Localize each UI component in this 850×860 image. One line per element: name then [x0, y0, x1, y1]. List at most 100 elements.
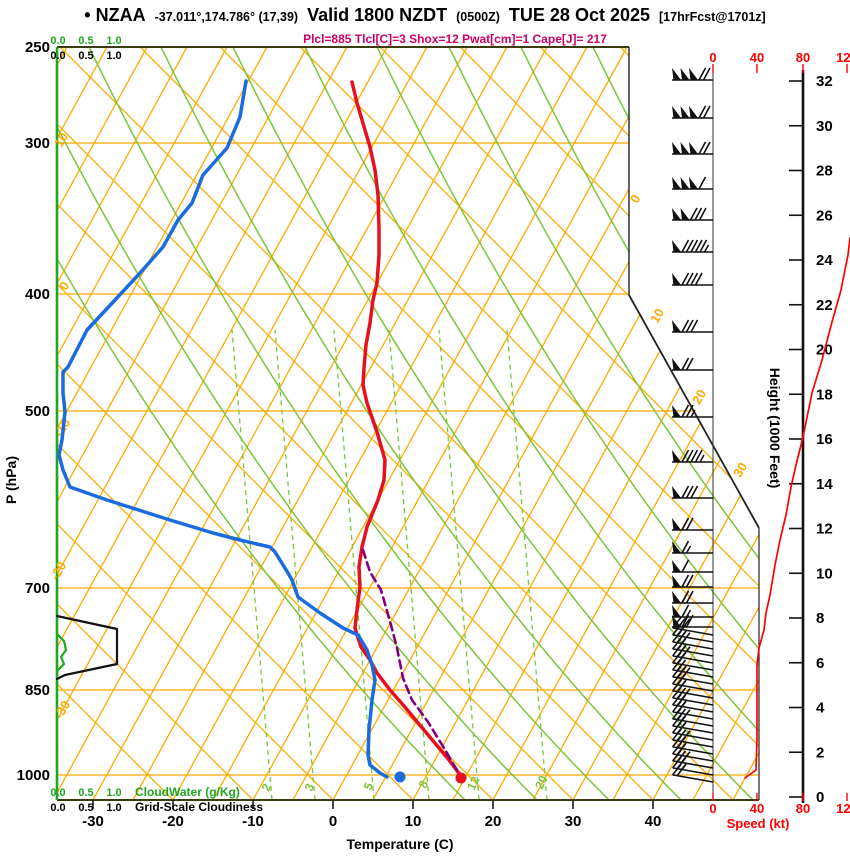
- wind-barb: [672, 517, 713, 531]
- stability-params-line: Plcl=885 Tlcl[C]=3 Shox=12 Pwat[cm]=1 Ca…: [303, 32, 607, 46]
- svg-text:400: 400: [25, 286, 50, 303]
- svg-text:20: 20: [532, 773, 550, 791]
- wind-barb: [672, 67, 713, 81]
- svg-text:8: 8: [816, 610, 824, 627]
- svg-text:120: 120: [836, 50, 850, 65]
- svg-text:30: 30: [565, 813, 582, 830]
- wind-barb: [672, 590, 713, 604]
- svg-text:32: 32: [816, 73, 833, 90]
- svg-text:80: 80: [796, 50, 810, 65]
- wind-barb: [672, 272, 713, 286]
- svg-text:Speed (kt): Speed (kt): [727, 816, 790, 831]
- wind-barbs: [671, 67, 714, 783]
- dewpoint-curve: [57, 79, 389, 779]
- svg-text:1.0: 1.0: [106, 35, 121, 47]
- svg-text:40: 40: [645, 813, 662, 830]
- svg-text:0.0: 0.0: [50, 35, 65, 47]
- svg-text:-30: -30: [82, 813, 104, 830]
- wind-barb: [672, 574, 713, 588]
- cloud-scale-bottom: 0.0 0.5 1.0 CloudWater (g/Kg) 0.0 0.5 1.0 Grid-…: [50, 785, 263, 814]
- wind-barb: [671, 763, 714, 783]
- svg-text:1000: 1000: [17, 767, 50, 784]
- svg-text:10: 10: [816, 565, 833, 582]
- svg-text:10: 10: [647, 306, 667, 326]
- svg-text:0.5: 0.5: [78, 802, 93, 814]
- svg-text:80: 80: [796, 801, 810, 816]
- svg-text:2: 2: [816, 744, 824, 761]
- svg-text:P (hPa): P (hPa): [3, 456, 19, 504]
- wind-barb: [672, 105, 713, 119]
- svg-text:20: 20: [485, 813, 502, 830]
- svg-text:10: 10: [405, 813, 422, 830]
- svg-text:Grid-Scale Cloudiness: Grid-Scale Cloudiness: [135, 800, 263, 814]
- title-zulu-time: (0500Z): [456, 10, 500, 24]
- svg-text:-20: -20: [47, 559, 69, 583]
- svg-text:0: 0: [816, 789, 824, 806]
- svg-text:0: 0: [329, 813, 337, 830]
- chart-title: • NZAA -37.011°,174.786° (17,39) Valid 1…: [0, 5, 850, 26]
- svg-text:12: 12: [464, 774, 482, 792]
- svg-text:24: 24: [816, 252, 833, 269]
- svg-text:850: 850: [25, 682, 50, 699]
- speed-axis: 0040408080120120Speed (kt): [709, 50, 850, 831]
- wind-barb: [672, 141, 713, 155]
- svg-text:0.5: 0.5: [78, 787, 93, 799]
- svg-text:40: 40: [750, 801, 764, 816]
- cloud-water-profile-curve: [55, 632, 68, 673]
- wind-barb: [672, 559, 713, 573]
- title-forecast-ref: [17hrFcst@1701z]: [659, 10, 766, 24]
- svg-text:700: 700: [25, 580, 50, 597]
- svg-text:30: 30: [816, 118, 833, 135]
- svg-text:0: 0: [709, 801, 716, 816]
- wind-barb: [671, 644, 714, 664]
- svg-text:6: 6: [816, 655, 824, 672]
- svg-text:0.0: 0.0: [50, 787, 65, 799]
- surface-temp-dot: [455, 772, 467, 784]
- svg-text:-10: -10: [242, 813, 264, 830]
- cloud-scale-top: 0.0 0.5 1.0 0.0 0.5 1.0: [50, 35, 121, 62]
- svg-text:500: 500: [25, 403, 50, 420]
- skewt-grid: [57, 47, 759, 800]
- wind-barb: [672, 357, 713, 371]
- svg-text:0.0: 0.0: [50, 802, 65, 814]
- svg-text:30: 30: [730, 460, 750, 480]
- temperature-axis: -30 -20 -10 0 10 20 30 40 Temperature (C): [82, 800, 661, 852]
- svg-text:16: 16: [816, 431, 833, 448]
- svg-text:250: 250: [25, 39, 50, 56]
- svg-text:CloudWater (g/Kg): CloudWater (g/Kg): [135, 785, 240, 799]
- svg-text:5: 5: [361, 780, 377, 792]
- svg-text:0.0: 0.0: [50, 50, 65, 62]
- wind-barb: [672, 540, 713, 554]
- title-valid-time: Valid 1800 NZDT: [307, 5, 448, 25]
- wind-barb: [672, 449, 713, 463]
- svg-text:14: 14: [816, 476, 833, 493]
- svg-text:22: 22: [816, 297, 833, 314]
- svg-text:2: 2: [259, 781, 275, 793]
- svg-text:0.5: 0.5: [78, 50, 93, 62]
- wind-barb: [672, 207, 713, 221]
- svg-text:4: 4: [816, 700, 825, 717]
- surface-dewpoint-dot: [394, 771, 406, 783]
- wind-barb: [672, 485, 713, 499]
- svg-text:Temperature (C): Temperature (C): [346, 836, 453, 852]
- title-date: TUE 28 Oct 2025: [508, 5, 650, 25]
- svg-text:10: 10: [51, 130, 71, 150]
- svg-text:-30: -30: [51, 698, 73, 722]
- svg-text:0: 0: [709, 50, 716, 65]
- svg-text:3: 3: [302, 781, 318, 793]
- temperature-curve: [350, 80, 463, 778]
- svg-text:20: 20: [689, 387, 709, 407]
- wind-barb: [672, 319, 713, 333]
- wind-barb: [672, 404, 713, 418]
- svg-text:18: 18: [816, 386, 833, 403]
- svg-text:1.0: 1.0: [106, 802, 121, 814]
- svg-text:12: 12: [816, 521, 833, 538]
- svg-text:40: 40: [750, 50, 764, 65]
- svg-text:1.0: 1.0: [106, 50, 121, 62]
- title-coordinates: -37.011°,174.786° (17,39): [154, 10, 299, 24]
- svg-text:Height (1000 Feet): Height (1000 Feet): [767, 368, 783, 489]
- svg-text:120: 120: [836, 801, 850, 816]
